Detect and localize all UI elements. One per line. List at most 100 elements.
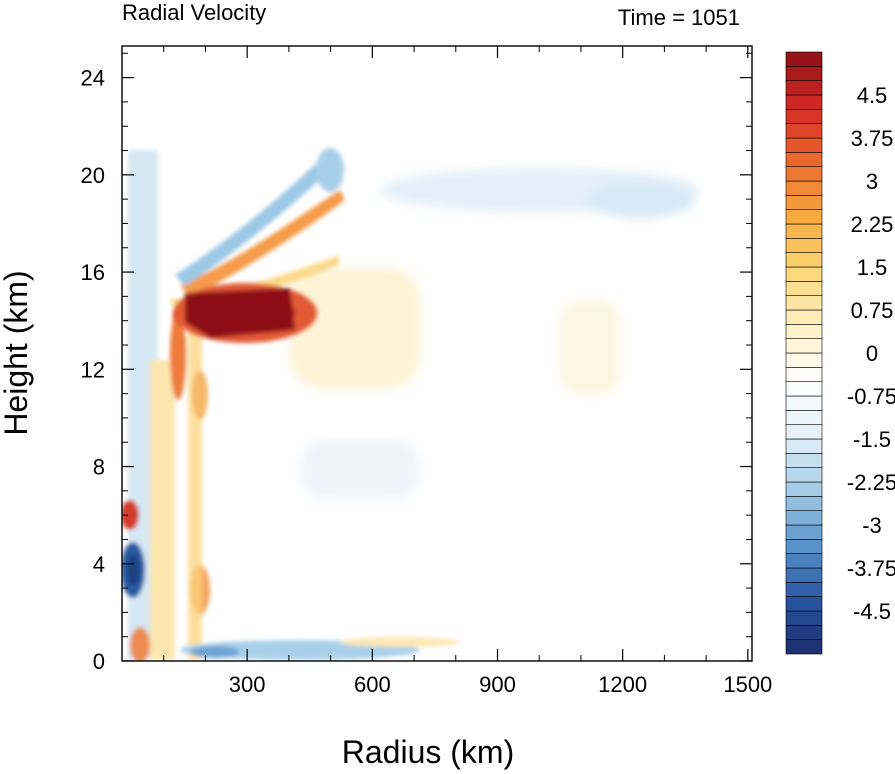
broad-fields xyxy=(290,168,700,500)
x-tick-label: 900 xyxy=(479,672,516,697)
colorbar-box xyxy=(785,80,823,96)
plot-background xyxy=(122,46,752,661)
colorbar-box xyxy=(785,467,823,483)
y-tick-label: 4 xyxy=(93,552,105,577)
y-tick-labels: 0 4 8 12 16 20 24 xyxy=(81,66,105,674)
colorbar-box xyxy=(785,109,823,124)
plot-frame xyxy=(121,45,753,662)
upper-inflow-blob xyxy=(316,148,344,192)
colorbar-box xyxy=(785,180,823,196)
y-tick-label: 0 xyxy=(93,649,105,674)
colorbar-tick-label: 3 xyxy=(866,169,878,194)
weak-mid-outflow xyxy=(290,268,420,388)
colorbar-box xyxy=(785,424,823,440)
colorbar-box xyxy=(785,610,823,626)
colorbar-box xyxy=(785,209,823,225)
colorbar-tick-label: -4.5 xyxy=(853,599,891,624)
low-level-inflow-core xyxy=(190,646,240,658)
y-tick-label: 12 xyxy=(81,357,105,382)
colorbar-box xyxy=(785,338,823,354)
weak-inflow-mid xyxy=(300,440,420,500)
colorbar-box xyxy=(785,453,823,468)
colorbar xyxy=(785,51,823,655)
colorbar-box xyxy=(785,252,823,268)
colorbar-box xyxy=(785,309,823,325)
x-tick-label: 1500 xyxy=(723,672,772,697)
colorbar-box xyxy=(785,381,823,397)
colorbar-tick-label: 4.5 xyxy=(857,83,888,108)
colorbar-box xyxy=(785,510,823,526)
dipole-high xyxy=(122,500,139,530)
colorbar-box xyxy=(785,281,823,296)
x-tick-label: 1200 xyxy=(598,672,647,697)
colorbar-box xyxy=(785,367,823,382)
colorbar-box xyxy=(785,295,823,311)
y-tick-label: 24 xyxy=(81,66,105,91)
colorbar-box xyxy=(785,195,823,210)
colorbar-box xyxy=(785,266,823,282)
colorbar-box xyxy=(785,395,823,411)
colorbar-box xyxy=(785,639,823,655)
low-level-outflow xyxy=(340,637,460,647)
colorbar-box xyxy=(785,238,823,253)
colorbar-tick-label: 2.25 xyxy=(851,212,894,237)
colorbar-box xyxy=(785,539,823,554)
colorbar-box xyxy=(785,582,823,597)
y-tick-label: 20 xyxy=(81,163,105,188)
mid-outflow-branch xyxy=(170,310,186,400)
upper-orange-band xyxy=(180,190,345,298)
dipole-low-core xyxy=(127,554,139,586)
y-axis-label: Height (km) xyxy=(0,270,34,435)
colorbar-box xyxy=(785,51,823,67)
colorbar-box xyxy=(785,166,823,182)
axis-ticks xyxy=(122,46,752,662)
colorbar-tick-label: -1.5 xyxy=(853,427,891,452)
colorbar-box xyxy=(785,625,823,640)
upper-blue-band xyxy=(175,150,340,286)
y-tick-label: 8 xyxy=(93,455,105,480)
colorbar-box xyxy=(785,94,823,110)
colorbar-box xyxy=(785,123,823,139)
colorbar-box xyxy=(785,410,823,425)
weak-mid-outflow-east xyxy=(560,300,620,395)
y-tick-label: 16 xyxy=(81,260,105,285)
colorbar-labels: 4.5 3.75 3 2.25 1.5 0.75 0 -0.75 -1.5 -2.25 -3 -3.7… xyxy=(847,83,895,624)
upper-features xyxy=(170,148,345,343)
colorbar-tick-label: -0.75 xyxy=(847,384,895,409)
x-axis-label: Radius (km) xyxy=(342,734,514,770)
colorbar-tick-label: -2.25 xyxy=(847,470,895,495)
outflow-jet-core xyxy=(185,288,295,338)
eyewall-band xyxy=(188,290,202,660)
colorbar-tick-label: 0.75 xyxy=(851,298,894,323)
chart-subtitle: Time = 1051 xyxy=(618,5,740,30)
velocity-field xyxy=(122,148,700,661)
colorbar-tick-label: -3 xyxy=(862,513,882,538)
colorbar-box xyxy=(785,66,823,81)
x-tick-labels: 300 600 900 1200 1500 xyxy=(229,672,772,697)
colorbar-box xyxy=(785,496,823,511)
colorbar-box xyxy=(785,553,823,569)
x-tick-label: 300 xyxy=(229,672,266,697)
colorbar-box xyxy=(785,324,823,339)
colorbar-box xyxy=(785,438,823,454)
colorbar-box xyxy=(785,223,823,239)
colorbar-tick-label: 3.75 xyxy=(851,126,894,151)
colorbar-box xyxy=(785,596,823,612)
colorbar-tick-label: -3.75 xyxy=(847,556,895,581)
chart-title: Radial Velocity xyxy=(122,0,266,25)
colorbar-tick-label: 1.5 xyxy=(857,255,888,280)
core-features xyxy=(122,150,460,661)
colorbar-box xyxy=(785,567,823,583)
colorbar-box xyxy=(785,352,823,368)
colorbar-box xyxy=(785,152,823,167)
colorbar-box xyxy=(785,524,823,540)
colorbar-tick-label: 0 xyxy=(866,341,878,366)
x-tick-label: 600 xyxy=(354,672,391,697)
low-level-outflow-core xyxy=(130,627,150,661)
mid-outflow-branch-2 xyxy=(192,370,208,420)
upper-inflow-layer-east xyxy=(585,182,695,218)
core-yellow-streaks xyxy=(150,360,175,660)
colorbar-box xyxy=(785,481,823,497)
colorbar-box xyxy=(785,137,823,153)
